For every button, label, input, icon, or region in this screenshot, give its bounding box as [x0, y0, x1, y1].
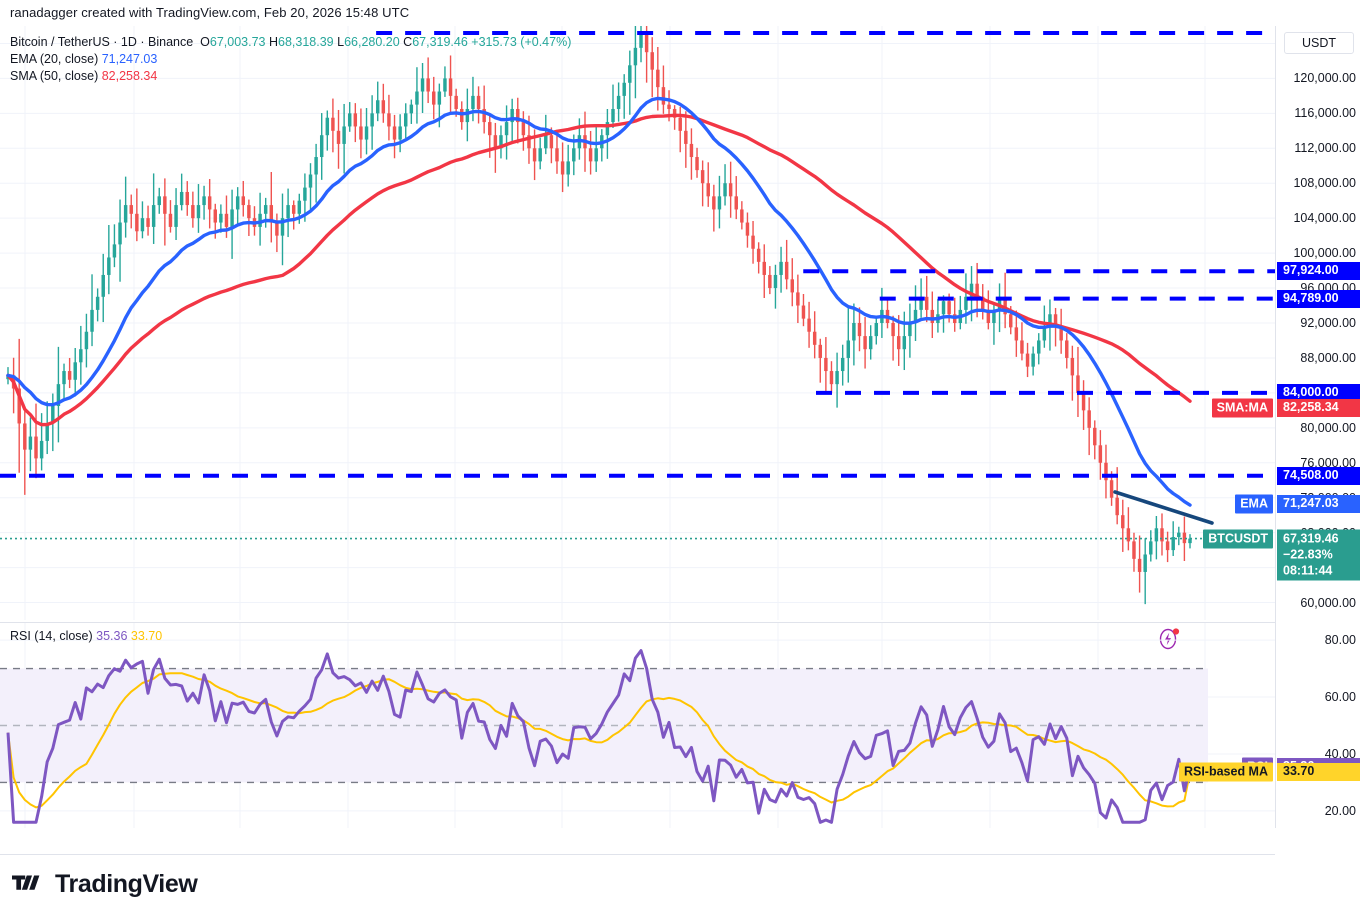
legend-ema-row[interactable]: EMA (20, close) 71,247.03: [10, 51, 571, 68]
rsi-axis-tick: 40.00: [1324, 746, 1356, 761]
legend-h-key: H: [268, 35, 279, 49]
legend-sma-value: 82,258.34: [101, 69, 158, 83]
last-price-countdown: 08:11:44: [1283, 563, 1333, 578]
legend-ohlc: O67,003.73 H68,318.39 L66,280.20 C67,319…: [197, 35, 572, 49]
price-pane[interactable]: Bitcoin / TetherUS · 1D · Binance O67,00…: [0, 10, 1275, 650]
legend-ema-label: EMA (20, close): [10, 52, 99, 66]
rsi-legend-ma-value: 33.70: [130, 629, 163, 643]
price-axis-badge[interactable]: 71,247.03: [1277, 495, 1360, 514]
legend-sma-row[interactable]: SMA (50, close) 82,258.34: [10, 68, 571, 85]
currency-badge[interactable]: USDT: [1284, 32, 1354, 54]
rsi-axis-tick: 80.00: [1324, 633, 1356, 648]
price-axis-tick: 108,000.00: [1293, 176, 1356, 191]
price-axis-badge[interactable]: 84,000.00: [1277, 383, 1360, 402]
price-axis-tick: 104,000.00: [1293, 211, 1356, 226]
price-axis-tick: 80,000.00: [1300, 420, 1356, 435]
legend-h-value: 68,318.39: [278, 35, 334, 49]
attribution-text: ranadagger created with TradingView.com,…: [10, 5, 410, 20]
price-legend: Bitcoin / TetherUS · 1D · Binance O67,00…: [10, 34, 571, 85]
series-tag[interactable]: SMA:MA: [1211, 398, 1273, 418]
price-axis-tick: 120,000.00: [1293, 71, 1356, 86]
legend-ema-value: 71,247.03: [101, 52, 158, 66]
rsi-legend-value: 35.36: [96, 629, 128, 643]
legend-c-value: 67,319.46: [412, 35, 468, 49]
price-axis-tick: 116,000.00: [1294, 106, 1356, 121]
pane-divider: [0, 622, 1361, 623]
rsi-legend-label: RSI (14, close): [10, 629, 93, 643]
price-axis-tick: 88,000.00: [1300, 350, 1356, 365]
rsi-plot[interactable]: [0, 623, 1275, 828]
tradingview-logo: TradingView: [12, 870, 198, 899]
price-axis-tick: 112,000.00: [1294, 141, 1356, 156]
price-axis-badge[interactable]: 94,789.00: [1277, 289, 1360, 308]
legend-change: +315.73 (+0.47%): [471, 35, 572, 49]
rsi-axis-tick: 20.00: [1324, 803, 1356, 818]
price-axis-tick: 60,000.00: [1300, 595, 1356, 610]
last-price-badge[interactable]: 67,319.46 −22.83% 08:11:44: [1277, 529, 1360, 581]
rsi-legend: RSI (14, close) 35.36 33.70: [10, 629, 162, 643]
legend-symbol: Bitcoin / TetherUS · 1D · Binance: [10, 35, 194, 49]
series-tag[interactable]: RSI-based MA: [1178, 762, 1273, 782]
rsi-axis-tick: 60.00: [1324, 690, 1356, 705]
price-plot[interactable]: [0, 10, 1275, 620]
footer: TradingView: [0, 856, 1361, 915]
legend-o-key: O: [200, 35, 210, 49]
legend-l-value: 66,280.20: [344, 35, 400, 49]
tradingview-mark-icon: [12, 875, 40, 890]
chart-area[interactable]: Bitcoin / TetherUS · 1D · Binance O67,00…: [0, 10, 1361, 876]
last-price-value: 67,319.46: [1283, 531, 1339, 546]
price-axis-badge[interactable]: 97,924.00: [1277, 262, 1360, 281]
legend-o-value: 67,003.73: [209, 35, 266, 49]
tradingview-wordmark: TradingView: [55, 870, 198, 898]
lightning-alert-icon[interactable]: [1157, 626, 1181, 650]
rsi-axis-badge[interactable]: 33.70: [1277, 762, 1360, 781]
legend-symbol-row: Bitcoin / TetherUS · 1D · Binance O67,00…: [10, 34, 571, 51]
price-axis-tick: 100,000.00: [1293, 246, 1356, 261]
price-axis-badge[interactable]: 82,258.34: [1277, 399, 1360, 418]
last-price-change: −22.83%: [1283, 547, 1333, 562]
legend-l-key: L: [337, 35, 345, 49]
rsi-pane[interactable]: RSI (14, close) 35.36 33.70 RSIRSI-based…: [0, 623, 1275, 828]
legend-sma-label: SMA (50, close): [10, 69, 99, 83]
series-tag[interactable]: EMA: [1235, 494, 1273, 514]
price-axis[interactable]: USDT 120,000.00 116,000.00 112,000.00 108,0…: [1275, 26, 1361, 828]
series-tag[interactable]: BTCUSDT: [1203, 529, 1273, 549]
price-axis-tick: 92,000.00: [1300, 316, 1356, 330]
legend-c-key: C: [403, 35, 413, 49]
price-axis-badge[interactable]: 74,508.00: [1277, 466, 1360, 485]
price-axis-tick: 76,000.00: [1300, 455, 1356, 470]
